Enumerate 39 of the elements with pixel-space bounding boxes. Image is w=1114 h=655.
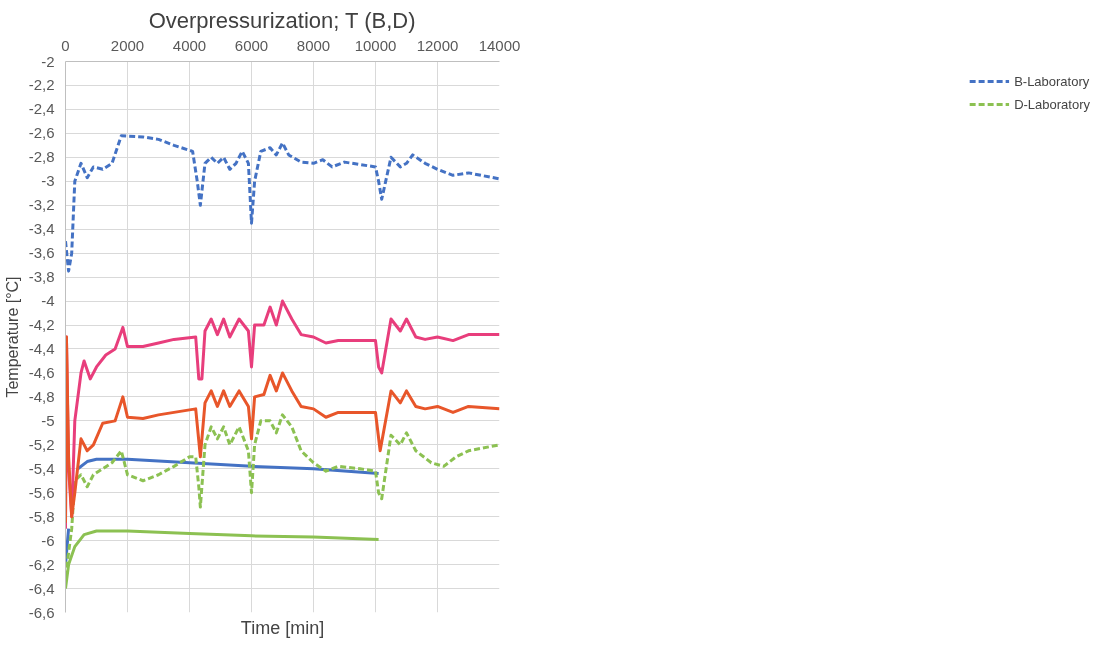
y-tick-label: -2 <box>41 52 55 70</box>
y-tick-label: -6,6 <box>28 603 55 621</box>
y-tick-label: -4 <box>41 292 55 310</box>
chart-title: Overpressurization; T (B,D) <box>148 7 416 33</box>
y-tick-label: -3,8 <box>28 268 55 286</box>
y-tick-label: -5,4 <box>28 459 55 477</box>
y-tick-label: -4,8 <box>28 387 55 405</box>
y-tick-label: -3,2 <box>28 196 55 214</box>
x-tick-label: 2000 <box>110 36 145 54</box>
y-tick-label: -2,8 <box>28 148 55 166</box>
y-tick-label: -4,6 <box>28 363 55 381</box>
y-tick-label: -6,2 <box>28 555 55 573</box>
y-tick-label: -5,2 <box>28 435 55 453</box>
legend-label: D-Laboratory <box>1014 96 1090 112</box>
y-tick-label: -5,6 <box>28 483 55 501</box>
line-series <box>65 134 500 273</box>
y-tick-label: -3,4 <box>28 220 55 238</box>
x-axis-title: Time [min] <box>240 617 325 638</box>
y-tick-label: -2,4 <box>28 100 55 118</box>
legend-label: B-Laboratory <box>1014 73 1090 89</box>
y-tick-label: -3,6 <box>28 244 55 262</box>
x-tick-label: 4000 <box>172 36 207 54</box>
x-tick-label: 10000 <box>354 36 397 54</box>
y-tick-label: -5,8 <box>28 507 55 525</box>
y-tick-label: -6 <box>41 531 55 549</box>
line-series <box>65 335 500 525</box>
y-tick-label: -6,4 <box>28 579 55 597</box>
x-tick-label: 6000 <box>234 36 269 54</box>
x-tick-label: 8000 <box>296 36 331 54</box>
y-tick-label: -2,2 <box>28 76 55 94</box>
y-tick-label: -3 <box>41 172 55 190</box>
y-tick-label: -2,6 <box>28 124 55 142</box>
x-tick-label: 14000 <box>478 36 521 54</box>
y-tick-label: -5 <box>41 411 55 429</box>
x-tick-label: 0 <box>61 36 70 54</box>
y-tick-label: -4,4 <box>28 339 55 357</box>
y-axis-title: Temperature [°C] <box>3 276 21 398</box>
x-tick-label: 12000 <box>416 36 459 54</box>
y-tick-label: -4,2 <box>28 316 55 334</box>
